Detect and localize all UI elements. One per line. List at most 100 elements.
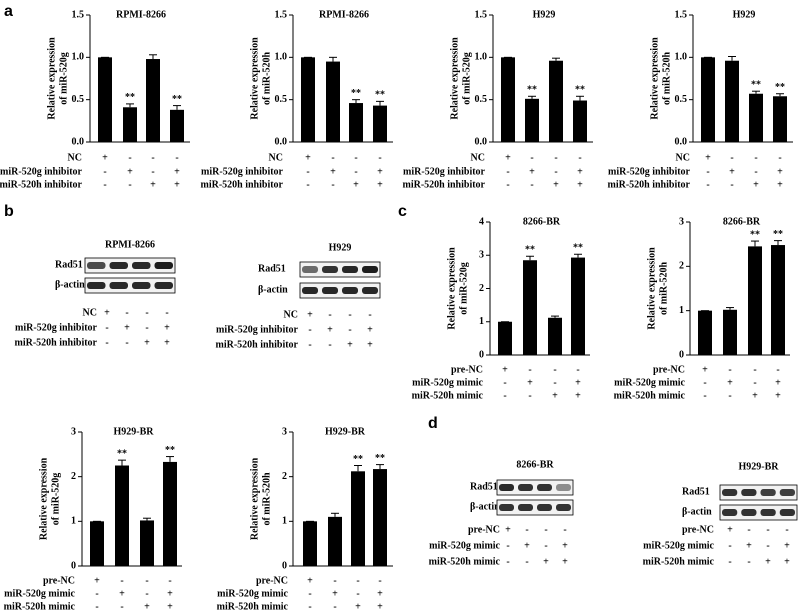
condition-sign: - bbox=[306, 179, 309, 190]
condition-sign: + bbox=[377, 588, 383, 599]
blot-band bbox=[132, 262, 151, 269]
condition-sign: - bbox=[554, 152, 557, 163]
blot-band bbox=[109, 262, 128, 269]
condition-sign: - bbox=[125, 337, 128, 348]
significance-label: ** bbox=[125, 92, 135, 103]
condition-sign: + bbox=[164, 322, 170, 333]
y-axis-label: Relative expression bbox=[38, 457, 49, 540]
condition-label: pre-NC bbox=[653, 364, 685, 375]
condition-sign: + bbox=[377, 179, 383, 190]
y-tick-label: 1 bbox=[282, 516, 287, 527]
y-tick-label: 1.0 bbox=[675, 52, 688, 63]
condition-sign: - bbox=[703, 377, 706, 388]
chart-title: H929-BR bbox=[325, 426, 366, 437]
blot-band bbox=[342, 266, 358, 273]
condition-sign: + bbox=[355, 601, 361, 612]
condition-sign: - bbox=[128, 152, 131, 163]
blot-band bbox=[499, 504, 514, 511]
y-tick-label: 3 bbox=[282, 426, 287, 437]
condition-label: miR-520h mimic bbox=[4, 601, 76, 612]
condition-sign: + bbox=[705, 152, 711, 163]
condition-sign: + bbox=[784, 556, 790, 567]
condition-sign: - bbox=[730, 179, 733, 190]
blot-band bbox=[722, 489, 738, 496]
blot-row-label: β-actin bbox=[258, 284, 288, 295]
condition-sign: + bbox=[777, 179, 783, 190]
condition-sign: + bbox=[552, 390, 558, 401]
condition-sign: + bbox=[174, 179, 180, 190]
bar bbox=[573, 100, 587, 142]
blot-band bbox=[537, 484, 552, 491]
blot-frame bbox=[719, 504, 798, 521]
condition-sign: + bbox=[104, 307, 110, 318]
condition-sign: + bbox=[377, 166, 383, 177]
blot-row-label: Rad51 bbox=[258, 263, 286, 274]
condition-label: miR-520h mimic bbox=[412, 390, 484, 401]
blot-band bbox=[362, 287, 378, 294]
y-tick-label: 1.5 bbox=[675, 9, 688, 20]
condition-sign: - bbox=[151, 166, 154, 177]
condition-sign: + bbox=[702, 364, 708, 375]
y-tick-label: 1.0 bbox=[72, 52, 85, 63]
condition-sign: + bbox=[327, 324, 333, 335]
blot-band bbox=[342, 287, 358, 294]
condition-sign: + bbox=[775, 390, 781, 401]
condition-sign: + bbox=[174, 166, 180, 177]
panel-label: d bbox=[428, 415, 438, 432]
condition-sign: - bbox=[145, 575, 148, 586]
condition-sign: - bbox=[754, 166, 757, 177]
condition-sign: + bbox=[164, 337, 170, 348]
chart-title: RPMI-8266 bbox=[319, 9, 369, 20]
y-tick-label: 3 bbox=[679, 216, 684, 227]
bar bbox=[115, 465, 129, 566]
bar bbox=[328, 516, 342, 566]
condition-sign: - bbox=[576, 364, 579, 375]
bar bbox=[748, 246, 762, 355]
condition-label: miR-520g mimic bbox=[614, 377, 685, 388]
condition-sign: - bbox=[703, 390, 706, 401]
condition-sign: + bbox=[553, 179, 559, 190]
y-tick-label: 0.5 bbox=[72, 94, 85, 105]
condition-sign: + bbox=[330, 166, 336, 177]
y-tick-label: 1.5 bbox=[275, 9, 288, 20]
y-axis-label: Relative expression bbox=[649, 37, 660, 120]
condition-sign: - bbox=[503, 390, 506, 401]
panel-label: c bbox=[398, 203, 407, 220]
condition-sign: - bbox=[128, 179, 131, 190]
condition-sign: + bbox=[752, 390, 758, 401]
condition-label: miR-520g mimic bbox=[217, 588, 288, 599]
significance-label: ** bbox=[117, 448, 127, 459]
condition-sign: - bbox=[308, 601, 311, 612]
condition-sign: - bbox=[753, 364, 756, 375]
condition-label: NC bbox=[471, 152, 485, 163]
condition-sign: - bbox=[120, 575, 123, 586]
y-axis-label: of miR-520h bbox=[261, 472, 272, 525]
condition-sign: - bbox=[728, 364, 731, 375]
condition-sign: - bbox=[175, 152, 178, 163]
condition-label: NC bbox=[83, 307, 97, 318]
bar bbox=[146, 59, 160, 142]
condition-sign: + bbox=[307, 309, 313, 320]
bar bbox=[525, 98, 539, 142]
condition-sign: + bbox=[124, 322, 130, 333]
y-tick-label: 2 bbox=[71, 471, 76, 482]
blot-band bbox=[154, 282, 173, 289]
condition-sign: - bbox=[778, 152, 781, 163]
significance-label: ** bbox=[773, 229, 783, 240]
blot-row-label: Rad51 bbox=[470, 481, 498, 492]
condition-sign: - bbox=[354, 166, 357, 177]
blot-row-label: Rad51 bbox=[55, 259, 83, 270]
bar bbox=[771, 245, 785, 355]
bar bbox=[303, 521, 317, 566]
bar bbox=[326, 61, 340, 142]
bar bbox=[140, 520, 154, 566]
bar bbox=[723, 309, 737, 355]
blot-band bbox=[722, 509, 738, 516]
condition-label: miR-520g inhibitor bbox=[608, 166, 691, 177]
condition-sign: - bbox=[553, 377, 556, 388]
condition-sign: - bbox=[785, 524, 788, 535]
condition-sign: + bbox=[505, 524, 511, 535]
significance-label: ** bbox=[751, 79, 761, 90]
condition-label: miR-520h inhibitor bbox=[14, 337, 97, 348]
